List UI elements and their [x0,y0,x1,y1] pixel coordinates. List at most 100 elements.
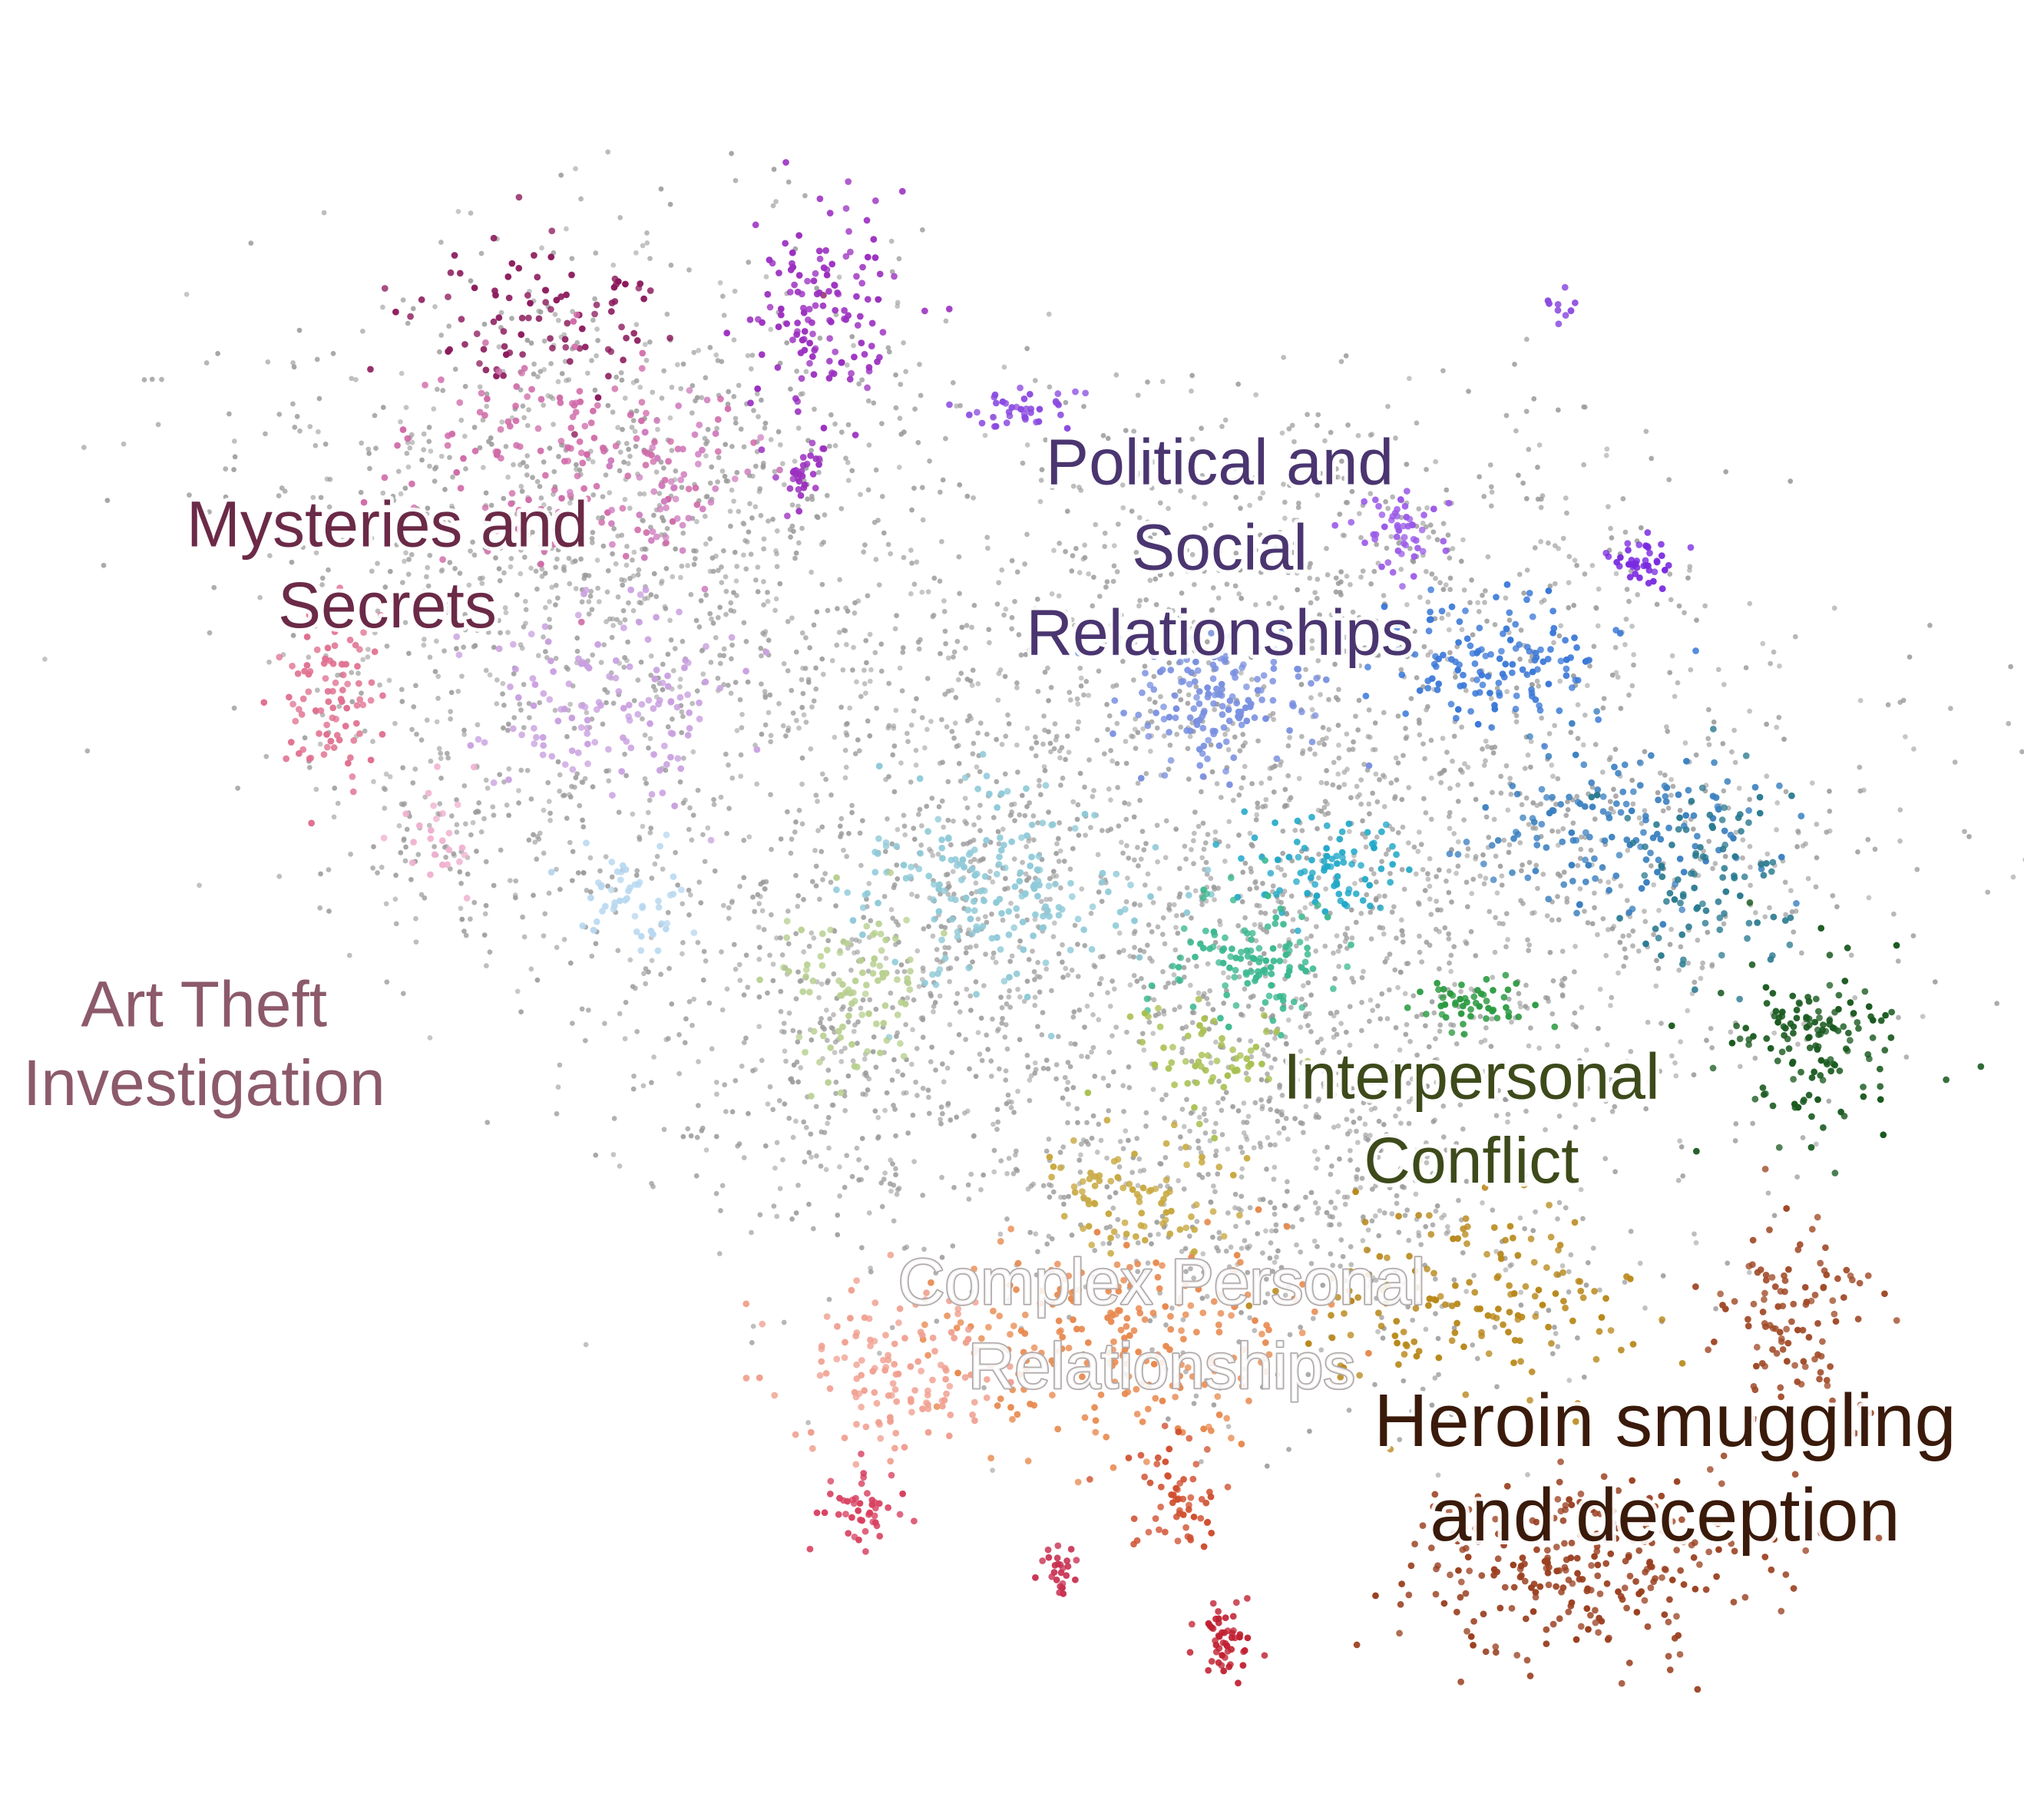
point [600,721,606,727]
point [541,634,546,640]
point [1066,1101,1071,1107]
point [696,1059,701,1064]
point [1046,729,1051,735]
point [504,802,510,808]
point [673,849,678,855]
point [445,609,451,615]
point [622,395,628,401]
point [736,382,742,389]
point [1481,881,1487,887]
point [203,360,210,366]
point [829,1102,835,1108]
point [1344,1117,1350,1122]
point [1437,867,1442,873]
point [560,541,566,548]
point [448,813,455,819]
point [1635,948,1642,954]
point [1568,730,1574,736]
point [1337,944,1343,949]
point [1155,859,1160,865]
point [865,398,871,404]
point [1642,749,1648,755]
point [1292,1116,1298,1121]
point [365,647,371,652]
point [1805,875,1811,882]
point [1403,736,1409,741]
point [607,490,613,495]
point [1750,1120,1756,1127]
point [508,555,514,561]
point [543,649,548,654]
point [1135,780,1141,786]
point [794,408,802,415]
point [485,785,491,791]
point [633,322,640,327]
point [660,661,666,667]
point [1492,949,1498,955]
point [838,834,843,839]
point [1752,910,1758,915]
point [458,881,464,886]
point [463,466,468,472]
point [1047,740,1053,746]
point [996,1066,1002,1072]
point [1382,959,1388,965]
point [1636,815,1642,821]
point [459,673,465,679]
point [1649,455,1655,462]
point [1039,467,1045,473]
point [360,328,365,334]
point [1027,1077,1033,1083]
point [1100,1075,1106,1081]
point [693,617,699,624]
point [610,700,617,706]
point [931,1009,936,1014]
point [1196,1138,1201,1144]
point [803,635,809,640]
point [438,756,444,762]
point [1962,829,1967,835]
point [1076,832,1082,839]
point [1253,392,1259,398]
point [1099,898,1105,905]
point [1747,708,1752,714]
point [1069,967,1075,973]
point [1084,1054,1090,1060]
point [674,362,680,368]
point [1130,677,1136,683]
point [788,850,794,856]
point [868,1269,874,1275]
point [729,642,735,648]
point [1902,734,1908,740]
point [863,637,869,644]
point [1107,1004,1113,1009]
point [1240,1012,1246,1018]
point [1037,792,1043,798]
point [1004,1170,1010,1176]
point [890,1004,895,1011]
point [1800,1135,1806,1140]
point [774,564,780,570]
point [615,948,621,954]
point [623,334,630,342]
point [817,336,823,341]
point [812,848,818,853]
point [822,1130,828,1136]
point [1732,1138,1738,1143]
point [1334,1031,1340,1037]
point [785,725,792,731]
point [1082,1024,1087,1030]
point [1307,746,1313,752]
point [454,646,459,651]
point [910,1112,916,1118]
point [1465,764,1471,770]
point [591,310,598,318]
point [890,1161,895,1166]
point [1592,890,1597,896]
point [1459,627,1465,633]
point [1672,1060,1678,1066]
point [1189,1010,1196,1015]
point [1110,1205,1116,1211]
point [1179,1046,1186,1052]
point [1015,1088,1020,1094]
